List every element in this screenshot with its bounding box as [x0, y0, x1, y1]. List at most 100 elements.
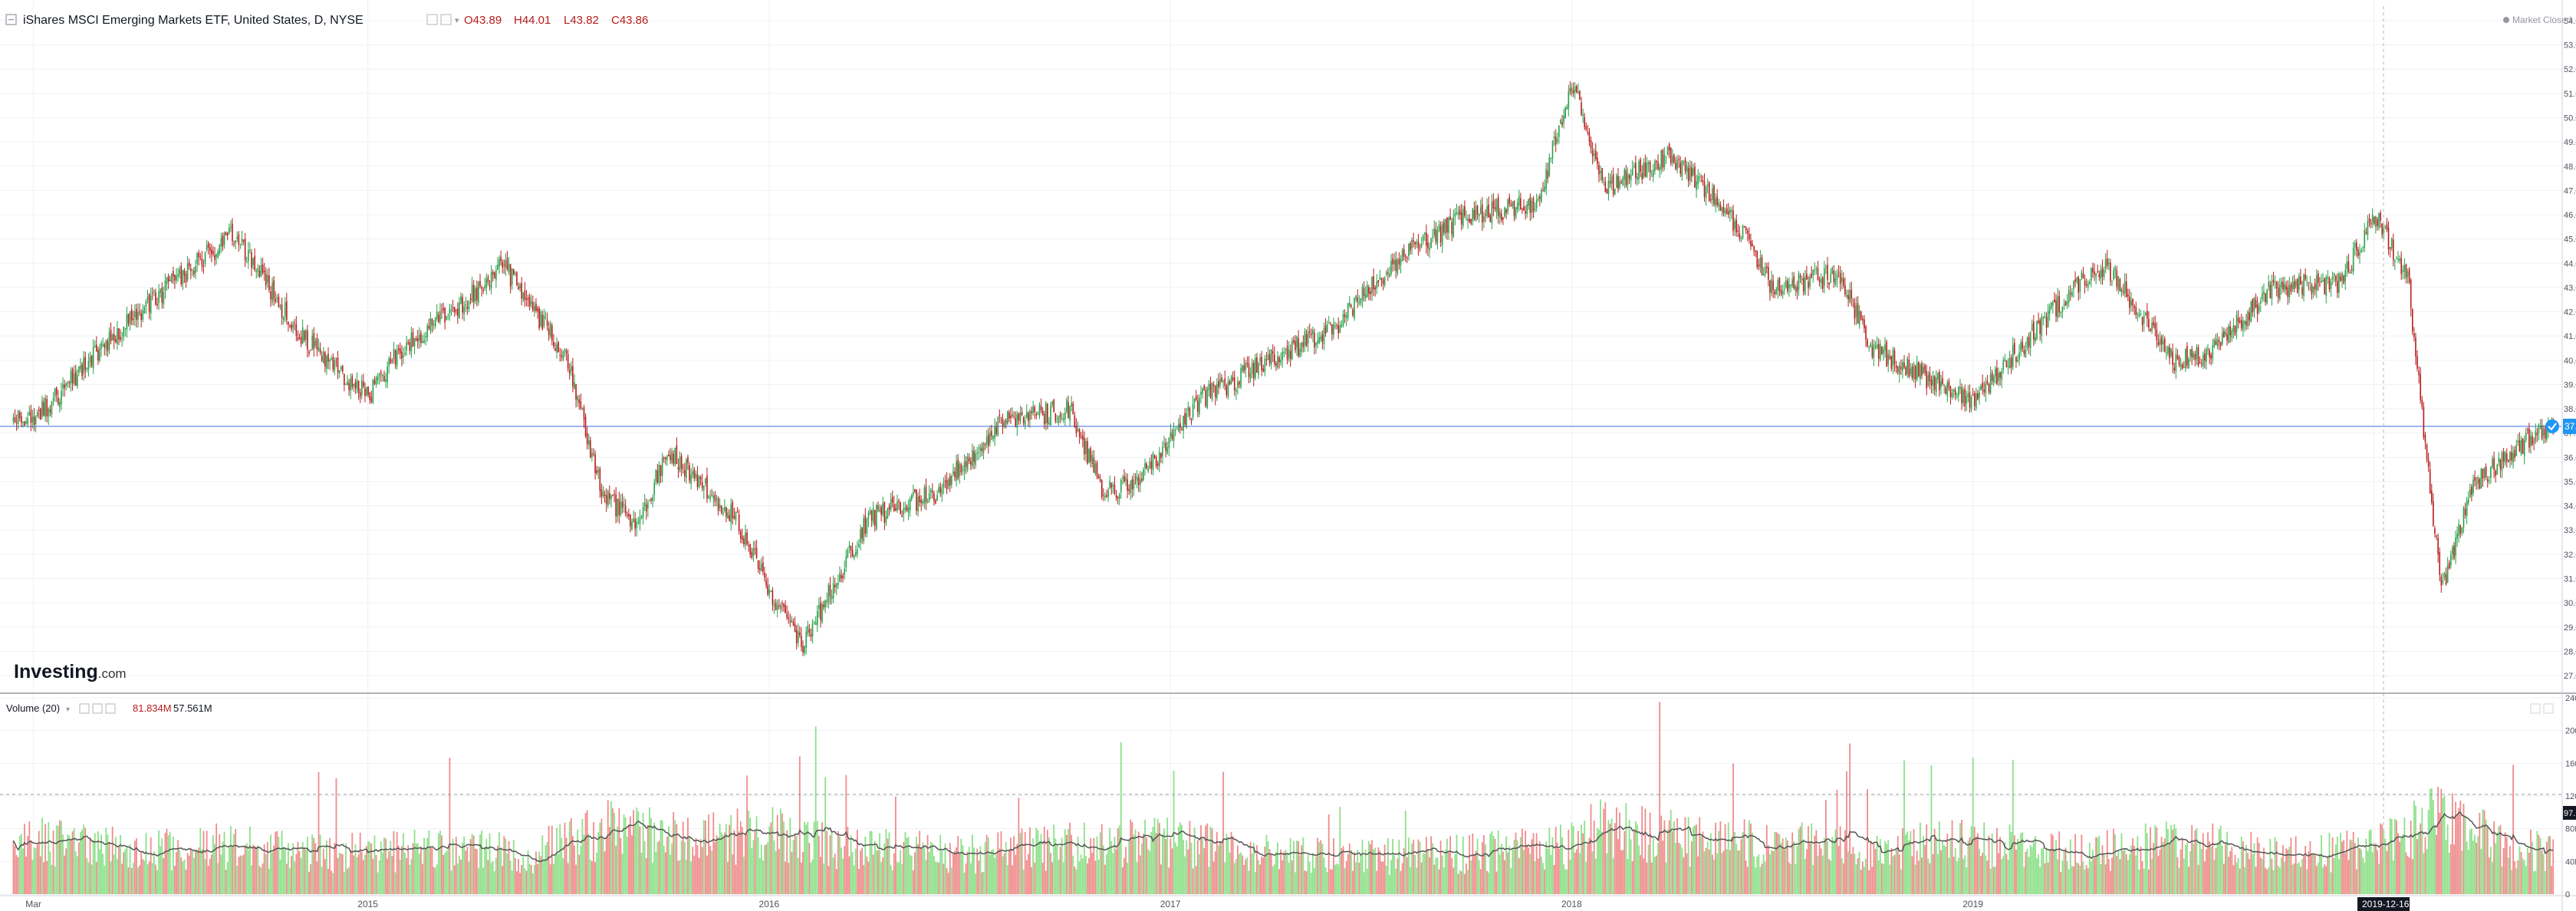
volume-bar	[1448, 852, 1449, 894]
candle	[1118, 492, 1120, 505]
header-legend: iShares MSCI Emerging Markets ETF, Unite…	[5, 14, 648, 27]
candle	[673, 450, 675, 467]
volume-bar	[444, 853, 446, 894]
volume-dropdown-icon[interactable]: ▾	[66, 705, 70, 714]
candle	[2135, 301, 2137, 320]
volume-bar	[46, 860, 48, 894]
candle	[2361, 248, 2362, 254]
candle	[1948, 378, 1950, 391]
price-axis[interactable]: 27.0028.0029.0030.0031.0032.0033.0034.00…	[2564, 17, 2576, 681]
candle	[1041, 406, 1044, 416]
candle	[1358, 294, 1360, 306]
candle	[933, 490, 935, 506]
candle	[914, 488, 916, 494]
pane-close-icon[interactable]	[2543, 703, 2554, 714]
volume-bar	[180, 857, 183, 894]
volume-bar	[41, 817, 43, 894]
candle	[173, 266, 174, 284]
volume-bar	[1115, 849, 1117, 894]
candle	[1454, 208, 1456, 225]
alert-badge-icon[interactable]	[2545, 419, 2559, 433]
candle	[850, 545, 852, 558]
volume-bar	[132, 863, 134, 894]
volume-bar	[1099, 832, 1101, 894]
candle	[597, 466, 600, 479]
candle	[479, 274, 481, 289]
collapse-icon[interactable]	[5, 14, 17, 25]
candle	[837, 574, 839, 590]
candle	[2081, 269, 2083, 281]
volume-bar	[195, 850, 196, 894]
candle	[236, 231, 239, 243]
volume-bar	[850, 835, 852, 894]
volume-bar	[1983, 822, 1985, 894]
volume-bar	[2022, 832, 2024, 894]
candle	[1363, 281, 1365, 302]
candle	[857, 541, 858, 558]
volume-bar	[1466, 863, 1467, 894]
legend-hide-icon[interactable]	[440, 14, 452, 25]
volume-bar	[950, 867, 952, 894]
volume-settings-icon[interactable]	[79, 703, 90, 714]
candle	[599, 466, 601, 498]
volume-bar	[2334, 844, 2337, 894]
volume-bar	[206, 830, 208, 894]
volume-bar	[797, 857, 799, 894]
legend-settings-icon[interactable]	[426, 14, 438, 25]
candle	[262, 258, 264, 275]
volume-bar	[2074, 834, 2076, 894]
volume-bar	[2383, 830, 2385, 894]
candle	[2411, 308, 2413, 335]
candle	[373, 376, 376, 386]
candle	[2176, 349, 2179, 360]
candle	[732, 499, 734, 525]
volume-bar	[869, 830, 871, 894]
candle	[1333, 317, 1334, 340]
volume-bar	[2352, 831, 2354, 894]
volume-bar	[589, 859, 591, 894]
volume-bar	[1791, 832, 1794, 894]
volume-bar	[723, 832, 725, 894]
volume-bar	[1473, 853, 1476, 894]
candle	[1382, 277, 1384, 291]
volume-axis[interactable]: 040M80M120M160M200M240M	[2565, 694, 2576, 899]
candle	[998, 409, 1001, 423]
candle	[620, 494, 622, 517]
volume-bar	[1943, 845, 1946, 894]
candle	[2375, 215, 2377, 234]
volume-hide-icon[interactable]	[92, 703, 103, 714]
volume-bar	[2472, 840, 2474, 894]
volume-remove-icon[interactable]	[105, 703, 116, 714]
candle	[406, 336, 407, 356]
volume-bar	[307, 837, 308, 894]
candle	[2082, 266, 2084, 279]
volume-bar	[1485, 844, 1486, 894]
volume-bar	[795, 835, 798, 894]
volume-bar	[1864, 867, 1865, 894]
volume-bar	[155, 864, 156, 894]
candle	[1028, 411, 1029, 427]
volume-bar	[1091, 852, 1094, 894]
volume-bar	[669, 854, 671, 894]
candle	[1147, 465, 1150, 474]
volume-bar	[270, 834, 271, 894]
candle	[749, 543, 752, 558]
candle	[2100, 265, 2102, 284]
volume-bar	[68, 835, 71, 894]
candle	[559, 347, 561, 362]
volume-bar	[1994, 866, 1996, 894]
candle	[1483, 212, 1485, 229]
volume-bar	[1801, 822, 1803, 894]
volume-bar	[2459, 800, 2462, 894]
volume-bar	[360, 851, 363, 894]
volume-bar	[2427, 810, 2430, 894]
legend-dropdown-icon[interactable]: ▾	[455, 16, 459, 25]
candle	[1768, 261, 1769, 287]
pane-maximize-icon[interactable]	[2530, 703, 2541, 714]
candle	[226, 232, 229, 241]
volume-bar	[973, 847, 975, 894]
volume-bar	[2402, 834, 2404, 894]
volume-bar	[104, 865, 106, 894]
candle	[2204, 348, 2206, 369]
volume-bar	[271, 852, 273, 894]
